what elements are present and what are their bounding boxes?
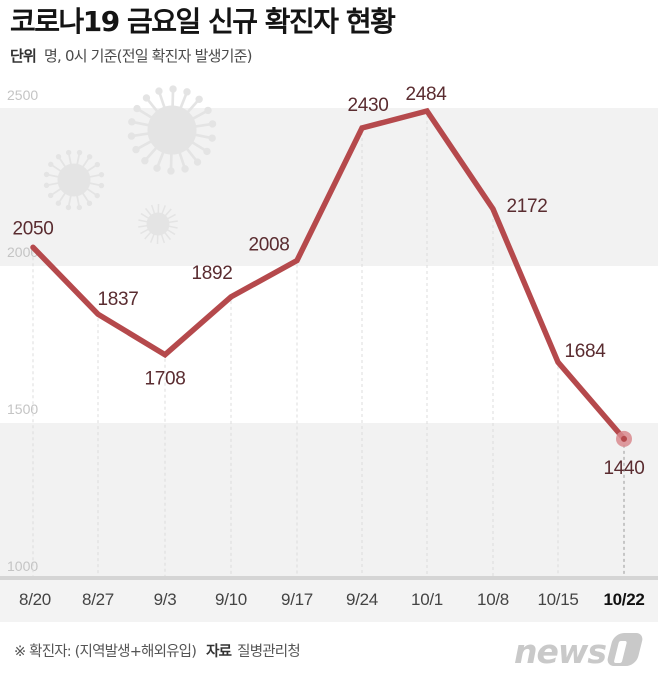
x-label-8/27: 8/27 <box>82 590 114 609</box>
x-label-9/24: 9/24 <box>346 590 378 609</box>
band-1000-1500 <box>0 423 658 576</box>
data-label-9/17: 2008 <box>248 234 289 255</box>
x-axis-labels: 8/20 8/27 9/3 9/10 9/17 9/24 10/1 10/8 10/15 10/2… <box>0 580 658 622</box>
x-label-9/10: 9/10 <box>215 590 247 609</box>
logo-one-mark <box>605 633 645 666</box>
background-bands <box>0 108 658 576</box>
y-tick-label: 1500 <box>7 401 38 417</box>
x-axis-line <box>0 576 658 580</box>
x-label-10/15: 10/15 <box>537 590 579 609</box>
footer-note: ※ 확진자: (지역발생+해외유입) <box>14 644 197 660</box>
x-label-10/1: 10/1 <box>411 590 443 609</box>
marker-inner <box>621 435 627 442</box>
series-line <box>30 107 627 442</box>
virus-icon-medium <box>43 149 105 211</box>
chart-subtitle: 단위 명, 0시 기준(전일 확진자 발생기준) <box>10 45 253 67</box>
highlight-marker <box>616 430 632 447</box>
source-key: 자료 <box>206 644 232 660</box>
data-label-9/24: 2430 <box>347 95 388 116</box>
x-label-9/3: 9/3 <box>153 590 177 609</box>
source-name: 질병관리청 <box>237 644 300 660</box>
x-label-10/22: 10/22 <box>603 590 645 609</box>
data-label-10/22: 1440 <box>603 458 644 479</box>
logo-text: news <box>514 632 607 671</box>
y-tick-label: 1000 <box>7 558 38 574</box>
unit-key: 단위 <box>10 47 37 65</box>
x-label-10/8: 10/8 <box>477 590 509 609</box>
band-2000-2500 <box>0 108 658 266</box>
data-label-9/10: 1892 <box>191 263 232 284</box>
data-labels: 2050 1837 1708 1892 2008 2430 2484 2172 1684 1440 <box>12 84 644 479</box>
virus-icon-small <box>138 203 178 245</box>
data-label-10/15: 1684 <box>564 341 606 362</box>
vertical-gridlines <box>32 115 625 580</box>
unit-text: 명, 0시 기준(전일 확진자 발생기준) <box>44 47 253 65</box>
virus-decorations <box>43 85 217 245</box>
data-label-10/8: 2172 <box>506 196 547 217</box>
data-label-8/20: 2050 <box>12 218 53 239</box>
x-label-9/17: 9/17 <box>281 590 313 609</box>
chart-title: 코로나19 금요일 신규 확진자 현황 <box>10 5 396 38</box>
footer: ※ 확진자: (지역발생+해외유입) 자료 질병관리청 <box>14 640 301 661</box>
data-label-8/27: 1837 <box>97 289 138 310</box>
y-tick-label: 2500 <box>7 87 38 103</box>
data-label-9/3: 1708 <box>144 369 185 390</box>
data-label-10/1: 2484 <box>405 84 447 105</box>
news1-logo: news <box>514 630 645 671</box>
x-label-8/20: 8/20 <box>19 590 51 609</box>
x-axis-strip <box>0 580 658 622</box>
virus-icon-large <box>127 85 217 175</box>
